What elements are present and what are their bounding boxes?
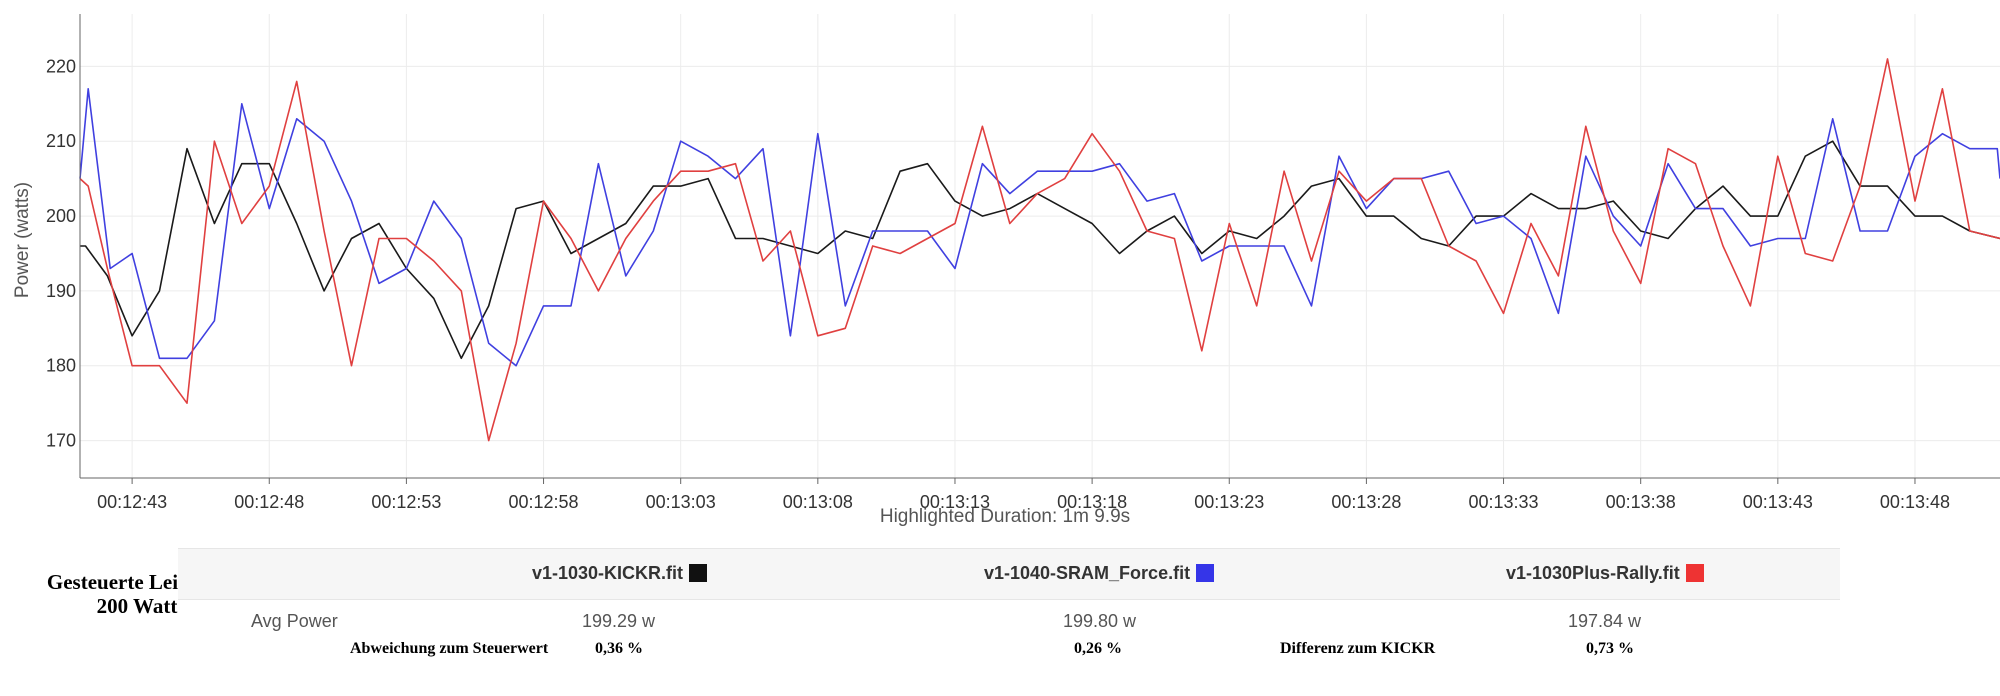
- summary-table: Gesteuerte Leistung 200 Watt v1-1030-KIC…: [0, 548, 2000, 696]
- tick-labels: 170 180 190 200 210 220 00:12:43 00:12:48 00:12:…: [46, 56, 1950, 512]
- series-line-1: [79, 88, 2000, 367]
- avg-power-rally: 197.84 w: [1568, 611, 1642, 631]
- x-tick-label: 00:13:18: [1057, 492, 1127, 512]
- x-tick-label: 00:12:48: [234, 492, 304, 512]
- x-tick-label: 00:13:28: [1331, 492, 1401, 512]
- legend-swatch-kickr: [689, 564, 708, 582]
- y-tick-label: 200: [46, 206, 76, 226]
- series-lines: [79, 58, 2000, 442]
- difference-label: Differenz zum KICKR: [1280, 640, 1436, 657]
- series-line-2: [79, 58, 2000, 442]
- x-tick-label: 00:13:48: [1880, 492, 1950, 512]
- series-line-0: [80, 140, 2000, 360]
- axes: [79, 14, 2000, 484]
- avg-power-label: Avg Power: [251, 611, 338, 631]
- y-tick-label: 170: [46, 431, 76, 451]
- x-tick-label: 00:13:33: [1469, 492, 1539, 512]
- y-tick-label: 190: [46, 281, 76, 301]
- x-tick-label: 00:13:03: [646, 492, 716, 512]
- x-tick-label: 00:12:58: [509, 492, 579, 512]
- x-tick-label: 00:12:43: [97, 492, 167, 512]
- deviation-label: Abweichung zum Steuerwert: [350, 640, 549, 657]
- legend-swatch-sram: [1196, 564, 1215, 582]
- y-tick-label: 180: [46, 356, 76, 376]
- x-tick-label: 00:13:38: [1606, 492, 1676, 512]
- avg-power-kickr: 199.29 w: [582, 611, 656, 631]
- y-tick-label: 220: [46, 56, 76, 76]
- x-tick-label: 00:13:43: [1743, 492, 1813, 512]
- file-name-kickr: v1-1030-KICKR.fit: [532, 563, 684, 583]
- difference-rally: 0,73 %: [1586, 640, 1634, 657]
- y-tick-label: 210: [46, 131, 76, 151]
- file-header-kickr: v1-1030-KICKR.fit: [532, 563, 708, 584]
- file-header-row: v1-1030-KICKR.fit v1-1040-SRAM_Force.fit…: [178, 548, 1840, 600]
- file-header-sram: v1-1040-SRAM_Force.fit: [984, 563, 1215, 584]
- deviation-sram: 0,26 %: [1074, 640, 1122, 657]
- file-name-rally: v1-1030Plus-Rally.fit: [1506, 563, 1680, 583]
- x-tick-label: 00:13:23: [1194, 492, 1264, 512]
- file-name-sram: v1-1040-SRAM_Force.fit: [984, 563, 1191, 583]
- power-line-chart: 170 180 190 200 210 220 00:12:43 00:12:48 00:12:…: [12, 14, 2000, 527]
- legend-swatch-rally: [1685, 564, 1704, 582]
- grid-lines: [80, 14, 2000, 478]
- file-header-rally: v1-1030Plus-Rally.fit: [1506, 563, 1704, 584]
- x-axis-title: Highlighted Duration: 1m 9.9s: [880, 506, 1130, 527]
- controlled-power-value: 200 Watt: [96, 594, 178, 618]
- x-tick-label: 00:13:13: [920, 492, 990, 512]
- deviation-kickr: 0,36 %: [595, 640, 643, 657]
- x-tick-label: 00:12:53: [371, 492, 441, 512]
- y-axis-title: Power (watts): [12, 182, 33, 298]
- avg-power-sram: 199.80 w: [1063, 611, 1137, 631]
- x-tick-label: 00:13:08: [783, 492, 853, 512]
